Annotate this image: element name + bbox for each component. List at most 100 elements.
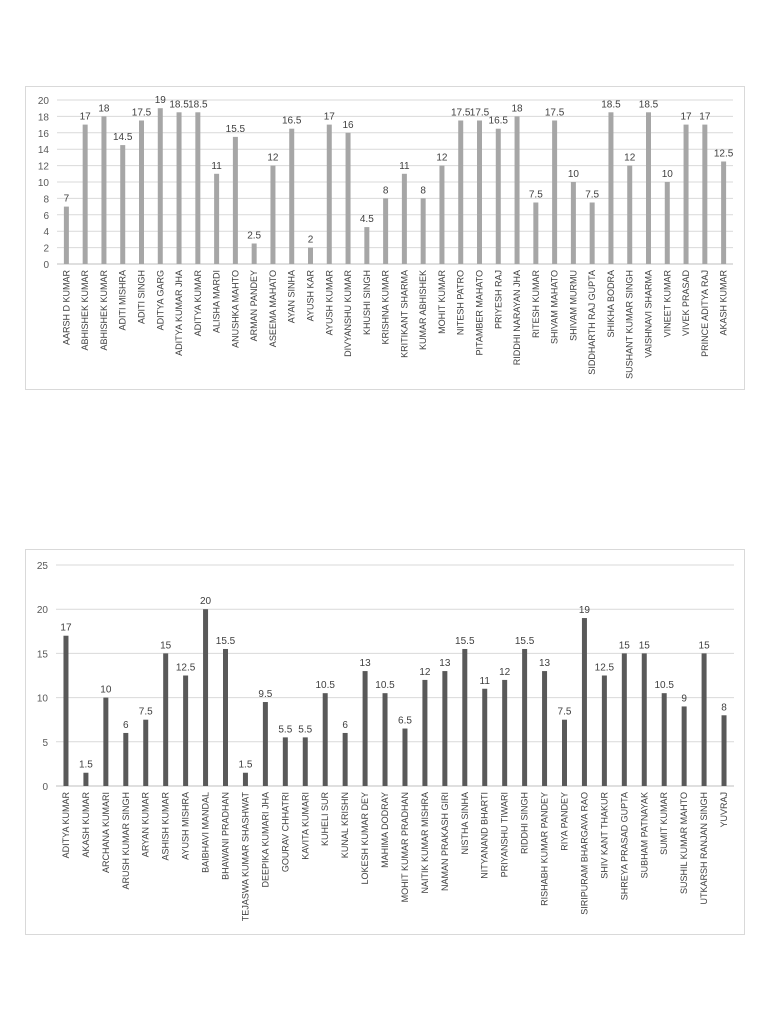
category-label: MOHIT KUMAR [437, 270, 447, 334]
bar [721, 715, 727, 786]
bar [542, 671, 548, 786]
category-label: ABHISHEK KUMAR [80, 270, 90, 351]
bar [589, 202, 595, 264]
bar [82, 124, 88, 264]
data-label: 1.5 [79, 760, 93, 771]
bar [232, 136, 238, 264]
data-label: 15.5 [226, 124, 246, 135]
bar [251, 243, 257, 264]
data-label: 10.5 [654, 680, 674, 691]
data-label: 20 [200, 596, 212, 607]
y-tick-label: 2 [43, 244, 49, 255]
data-label: 5.5 [298, 724, 312, 735]
category-label: SHREYA PRASAD GUPTA [619, 792, 629, 900]
category-label: DIVYANSHU KUMAR [343, 270, 353, 357]
data-label: 10 [100, 685, 112, 696]
bar [143, 719, 149, 786]
y-tick-label: 18 [38, 112, 50, 123]
bar [282, 737, 288, 786]
category-label: TEJASWA KUMAR SHASHWAT [240, 792, 250, 922]
data-label: 17.5 [451, 108, 471, 119]
y-tick-label: 10 [37, 694, 49, 705]
y-tick-label: 4 [43, 227, 49, 238]
y-tick-label: 15 [37, 649, 49, 660]
bar [681, 706, 687, 786]
bar [502, 679, 508, 786]
y-tick-label: 25 [37, 561, 49, 572]
bar [120, 145, 126, 264]
category-label: PRIYESH RAJ [493, 270, 503, 329]
category-label: NAMAN PRAKASH GIRI [440, 792, 450, 891]
bar [139, 120, 144, 264]
category-label: RIYA PANDEY [560, 792, 570, 851]
bar [627, 165, 633, 264]
bar [262, 702, 268, 786]
category-label: AKASH KUMAR [81, 792, 91, 858]
bar [183, 675, 189, 786]
bar [308, 247, 313, 264]
bar [270, 165, 276, 264]
bar [462, 648, 468, 786]
data-label: 8 [383, 185, 389, 196]
y-tick-label: 0 [43, 260, 49, 271]
data-label: 17 [60, 623, 72, 634]
category-label: AYUSH MISHRA [181, 792, 191, 860]
data-label: 6.5 [398, 716, 412, 727]
category-label: KRISHNA KUMAR [381, 270, 391, 345]
bar [422, 679, 428, 786]
category-label: AYAN SINHA [287, 270, 297, 323]
category-label: PRIYANSHU TIWARI [500, 792, 510, 877]
bar [242, 772, 248, 786]
category-label: ADITYA KUMAR [61, 792, 71, 859]
data-label: 13 [539, 658, 551, 669]
category-label: VIVEK PRASAD [681, 270, 691, 337]
bar [608, 112, 614, 264]
attendance-bar-chart-1: 0 2 4 6 8 10 12 14 16 18 20 7 AARSH D KUMAR 17 ABHISHE… [25, 86, 745, 390]
bar [123, 732, 129, 786]
bar [442, 671, 448, 786]
bar [401, 173, 407, 264]
bar [402, 728, 408, 786]
bar [223, 648, 228, 786]
bar [721, 161, 727, 264]
category-label: UTKARSH RANJAN SINGH [699, 792, 709, 905]
data-label: 7.5 [585, 190, 599, 201]
category-label: SUSHANT KUMAR SINGH [625, 270, 635, 379]
data-label: 7.5 [529, 190, 543, 201]
data-label: 17 [80, 112, 92, 123]
category-label: ARCHANA KUMARI [101, 792, 111, 873]
data-label: 11 [480, 676, 491, 687]
y-tick-label: 8 [43, 194, 49, 205]
category-label: PITAMBER MAHATO [475, 270, 485, 356]
bar [163, 653, 169, 786]
category-label: AKASH KUMAR [719, 270, 729, 336]
data-label: 12.5 [176, 663, 196, 674]
data-label: 17 [680, 112, 692, 123]
bar [641, 653, 647, 786]
bar [302, 737, 308, 786]
data-label: 15 [160, 640, 172, 651]
bar [552, 120, 558, 264]
bar [621, 653, 627, 786]
bar [63, 206, 69, 264]
y-tick-label: 20 [37, 605, 49, 616]
data-label: 15 [619, 640, 631, 651]
category-label: ASEEMA MAHATO [268, 270, 278, 347]
bar [514, 116, 520, 265]
bar [382, 693, 388, 786]
category-label: AARSH D KUMAR [61, 270, 71, 346]
data-label: 12.5 [714, 149, 734, 160]
data-label: 15.5 [216, 636, 236, 647]
bar [322, 693, 328, 786]
data-label: 7.5 [558, 707, 572, 718]
bar-chart-1-svg: 0 2 4 6 8 10 12 14 16 18 20 7 AARSH D KUMAR 17 ABHISHE… [38, 95, 734, 379]
data-label: 18.5 [601, 99, 621, 110]
data-label: 1.5 [238, 760, 252, 771]
bar [646, 112, 651, 264]
category-label: ADITYA KUMAR [193, 270, 203, 337]
data-label: 9.5 [258, 689, 272, 700]
data-label: 13 [360, 658, 372, 669]
category-label: PRINCE ADITYA RAJ [700, 270, 710, 357]
y-tick-label: 16 [38, 129, 50, 140]
data-label: 7.5 [139, 707, 153, 718]
